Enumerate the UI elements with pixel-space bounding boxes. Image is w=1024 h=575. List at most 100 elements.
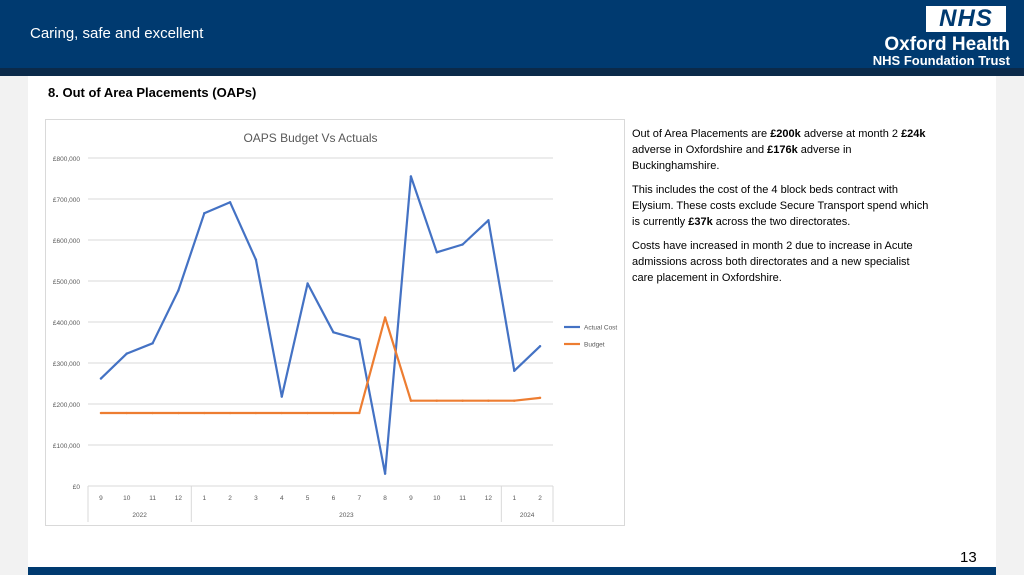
- data-point: [383, 472, 387, 475]
- x-tick-label: 1: [512, 495, 516, 502]
- data-point: [280, 395, 283, 398]
- x-tick-label: 5: [306, 495, 310, 502]
- data-point: [177, 289, 180, 292]
- x-tick-label: 2: [538, 495, 542, 502]
- x-group-label: 2023: [339, 512, 354, 519]
- data-point: [538, 396, 542, 400]
- y-tick-label: £500,000: [53, 279, 80, 286]
- x-tick-label: 6: [332, 495, 336, 502]
- commentary-paragraph: Costs have increased in month 2 due to i…: [632, 238, 932, 286]
- data-point: [487, 399, 490, 402]
- data-point: [332, 411, 335, 415]
- data-point: [461, 399, 464, 402]
- section-title: 8. Out of Area Placements (OAPs): [48, 85, 257, 100]
- commentary-run: Costs have increased in month 2 due to i…: [632, 240, 913, 284]
- y-tick-label: £200,000: [53, 402, 80, 409]
- commentary-text: Out of Area Placements are £200k adverse…: [632, 126, 932, 294]
- commentary-figure: £24k: [901, 128, 926, 140]
- x-tick-label: 2: [228, 495, 232, 502]
- data-point: [151, 411, 154, 415]
- data-point: [125, 352, 128, 355]
- data-point: [203, 411, 206, 415]
- data-point: [538, 344, 542, 348]
- commentary-run: across the two directorates.: [712, 216, 851, 228]
- header-divider: [0, 68, 1024, 76]
- x-group-label: 2024: [520, 512, 535, 519]
- commentary-figure: £200k: [770, 128, 801, 140]
- x-tick-label: 12: [485, 495, 493, 502]
- oaps-chart: OAPS Budget Vs Actuals £0 £100,000 £200,000…: [53, 131, 617, 522]
- data-point: [461, 243, 464, 246]
- x-tick-label: 11: [149, 495, 156, 502]
- data-point: [513, 399, 516, 402]
- x-tick-label: 4: [280, 495, 284, 502]
- page-number: 13: [960, 549, 977, 566]
- org-name: Oxford Health: [884, 34, 1010, 55]
- data-point: [435, 251, 438, 254]
- y-tick-label: £0: [73, 484, 81, 491]
- commentary-run: Out of Area Placements are: [632, 128, 771, 140]
- y-tick-label: £600,000: [53, 238, 80, 245]
- data-point: [203, 212, 206, 215]
- chart-title: OAPS Budget Vs Actuals: [243, 131, 377, 145]
- data-point: [99, 411, 103, 415]
- data-point: [306, 411, 309, 415]
- commentary-figure: £176k: [767, 144, 798, 156]
- x-group-label: 2022: [132, 512, 147, 519]
- data-point: [125, 411, 128, 415]
- x-tick-label: 11: [459, 495, 466, 502]
- tagline: Caring, safe and excellent: [30, 25, 204, 42]
- y-tick-label: £300,000: [53, 361, 80, 368]
- series-line-budget: [100, 316, 541, 415]
- data-point: [358, 338, 361, 341]
- left-margin: [0, 76, 28, 575]
- data-point: [177, 411, 180, 415]
- nhs-logo-box: [926, 6, 1006, 32]
- commentary-paragraph: This includes the cost of the 4 block be…: [632, 182, 932, 230]
- org-subtitle: NHS Foundation Trust: [872, 53, 1010, 68]
- commentary-run: adverse in Oxfordshire and: [632, 144, 768, 156]
- right-margin: [996, 76, 1024, 575]
- y-tick-label: £400,000: [53, 320, 80, 327]
- data-point: [306, 282, 309, 285]
- data-point: [228, 411, 232, 415]
- header-bar: Caring, safe and excellent NHS Oxford He…: [0, 0, 1024, 68]
- footer-bar: [28, 567, 996, 575]
- commentary-figure: £37k: [688, 216, 713, 228]
- data-point: [151, 342, 154, 345]
- data-point: [332, 331, 335, 334]
- data-point: [513, 369, 516, 372]
- commentary-run: adverse at month 2: [800, 128, 902, 140]
- x-tick-label: 8: [383, 495, 387, 502]
- x-tick-label: 7: [357, 495, 361, 502]
- x-tick-label: 10: [123, 495, 131, 502]
- x-tick-label: 9: [99, 495, 103, 502]
- x-tick-label: 12: [175, 495, 183, 502]
- y-tick-label: £800,000: [53, 156, 80, 163]
- commentary-paragraph: Out of Area Placements are £200k adverse…: [632, 126, 932, 174]
- data-point: [99, 377, 103, 380]
- legend-label: Budget: [584, 342, 605, 349]
- data-point: [409, 399, 413, 402]
- data-point: [383, 316, 387, 319]
- data-point: [254, 411, 258, 415]
- nhs-logo-text: NHS: [939, 5, 993, 32]
- x-tick-label: 3: [254, 495, 258, 502]
- trust-logo: NHS Oxford Health NHS Foundation Trust: [846, 5, 1010, 69]
- commentary-run: This includes the cost of the 4 block be…: [632, 184, 929, 228]
- commentary-run: adverse in Buckinghamshire.: [632, 144, 852, 172]
- data-point: [487, 219, 490, 222]
- chart-panel: OAPS Budget Vs Actuals £0 £100,000 £200,000…: [45, 119, 625, 526]
- y-tick-label: £100,000: [53, 443, 80, 450]
- series-line-actual-cost: [100, 175, 541, 475]
- x-tick-label: 1: [202, 495, 206, 502]
- data-point: [228, 201, 232, 204]
- data-point: [409, 175, 413, 178]
- x-tick-label: 9: [409, 495, 413, 502]
- y-tick-label: £700,000: [53, 197, 80, 204]
- data-point: [435, 399, 438, 402]
- legend-label: Actual Cost: [584, 325, 617, 332]
- data-point: [358, 411, 361, 415]
- data-point: [280, 411, 283, 415]
- x-tick-label: 10: [433, 495, 441, 502]
